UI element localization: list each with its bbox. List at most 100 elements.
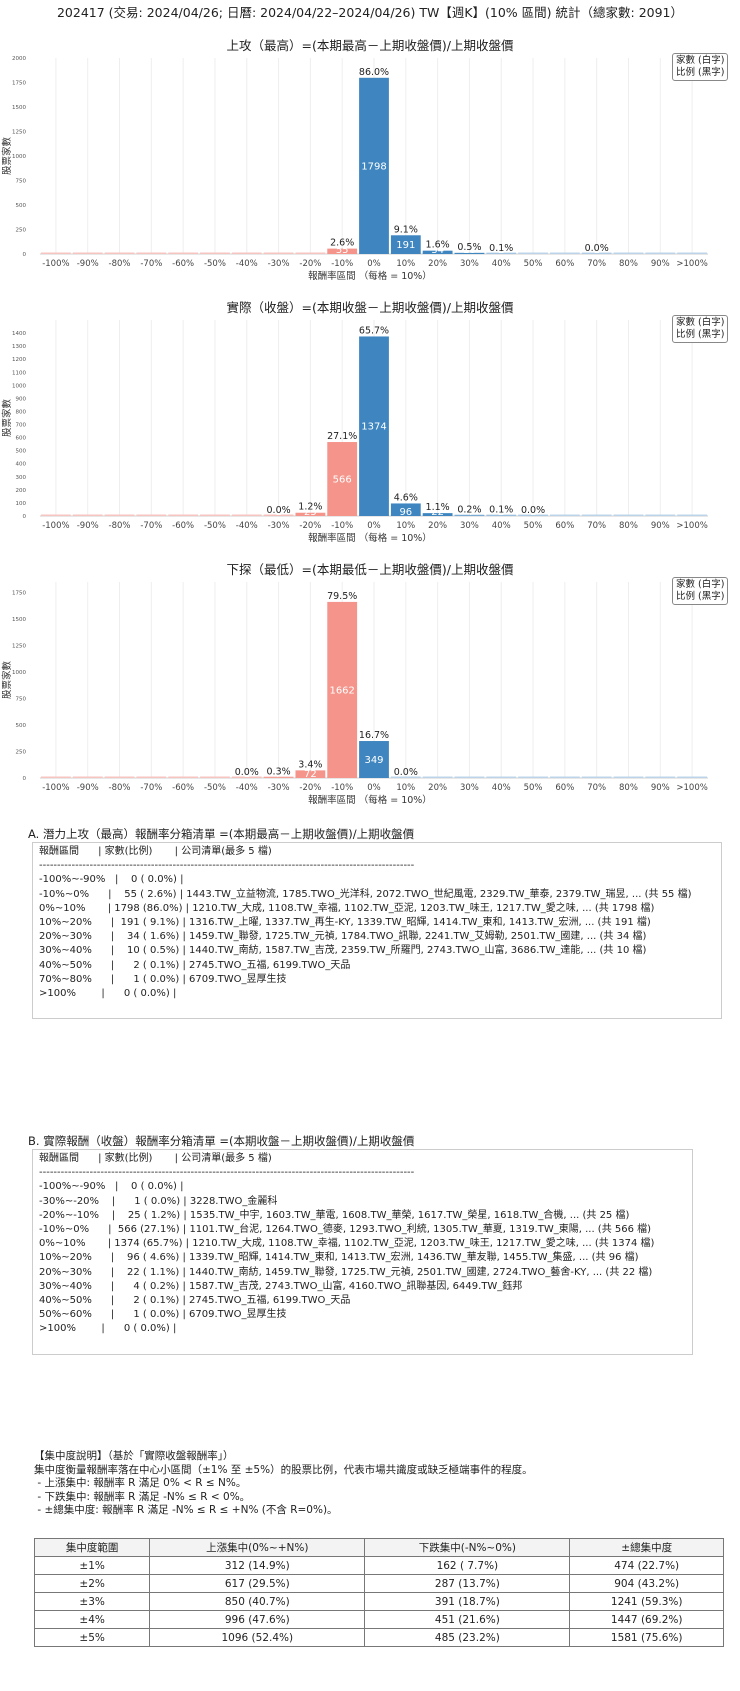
bar-count-label: 1374: [361, 422, 386, 433]
bar-percent-label: 0.1%: [489, 505, 513, 516]
x-tick-label: -10%: [331, 783, 353, 793]
bar-baseline-strip: [200, 514, 230, 516]
bar-10%: [390, 503, 421, 516]
x-tick-label: -70%: [140, 521, 162, 531]
x-tick-label: 30%: [460, 259, 479, 269]
y-tick-label: 0: [23, 776, 27, 782]
note-line: - 下跌集中: 報酬率 R 滿足 -N% ≤ R < 0%。: [34, 1490, 251, 1503]
bar-percent-label: 0.2%: [457, 504, 481, 515]
x-axis-label: 報酬率區間 （每格 = 10%）: [308, 532, 432, 543]
x-tick-label: 70%: [587, 783, 606, 793]
bar-baseline-strip: [613, 514, 644, 516]
x-tick-label: 50%: [524, 521, 543, 531]
bar-baseline-strip: [486, 252, 517, 254]
x-tick-label: -20%: [299, 521, 321, 531]
legend-count-label: 家數 (白字): [676, 317, 725, 328]
y-tick-label: 500: [16, 449, 27, 455]
table-cell: ±5%: [33, 1628, 151, 1647]
bar-baseline-strip: [41, 776, 71, 778]
bar-baseline-strip: [72, 514, 103, 516]
legend-ratio-label: 比例 (黑字): [676, 67, 725, 78]
x-tick-label: 20%: [428, 259, 447, 269]
section-a-title: A. 潛力上攻（最高）報酬率分箱清單 =(本期最高－上期收盤價)/上期收盤價: [28, 827, 415, 841]
chart-legend: 家數 (白字) 比例 (黑字): [672, 315, 729, 343]
bar-percent-label: 27.1%: [327, 431, 357, 442]
x-tick-label: 80%: [619, 783, 638, 793]
list-line: -100%~-90% | 0 ( 0.0%) |: [39, 1181, 184, 1193]
bar-baseline-strip: [422, 776, 453, 778]
x-tick-label: -50%: [204, 783, 226, 793]
table-cell: 312 (14.9%): [149, 1556, 366, 1575]
bar-count-label: 191: [396, 240, 415, 251]
x-tick-label: -90%: [77, 259, 99, 269]
x-tick-label: -90%: [77, 521, 99, 531]
x-tick-label: -70%: [140, 783, 162, 793]
y-tick-label: 600: [16, 436, 27, 442]
x-tick-label: 70%: [587, 521, 606, 531]
bar-20%: [422, 250, 453, 254]
bar-count-label: 72: [304, 769, 317, 780]
bar-baseline-strip: [613, 776, 644, 778]
chart-upside-high: 上攻（最高）=(本期最高－上期收盤價)/上期收盤價 0 250 500 750 1000 1…: [1, 38, 708, 281]
note-line: - ±總集中度: 報酬率 R 滿足 -N% ≤ R ≤ +N% (不含 R=0%…: [34, 1504, 338, 1516]
bar-baseline-strip: [549, 514, 580, 516]
bar-0%: [359, 77, 389, 254]
bar-count-label: 25: [304, 507, 317, 518]
x-tick-label: -30%: [268, 783, 290, 793]
x-tick-label: 60%: [555, 259, 574, 269]
x-tick-label: -100%: [42, 259, 69, 269]
list-line: 0%~10% | 1798 (86.0%) | 1210.TW_大成, 1108…: [39, 902, 655, 914]
x-tick-label: 10%: [396, 521, 415, 531]
bar-baseline-strip: [549, 776, 580, 778]
bar-count-label: 4: [466, 507, 472, 518]
bar-baseline-strip: [168, 776, 199, 778]
bar-30%: [454, 253, 485, 254]
x-axis-label: 報酬率區間 （每格 = 10%）: [308, 270, 432, 281]
bar-count-label: 1: [530, 507, 536, 518]
x-tick-label: 0%: [367, 783, 381, 793]
bar--10%: [327, 442, 358, 516]
x-tick-label: 90%: [651, 259, 670, 269]
bar-baseline-strip: [645, 252, 676, 254]
x-tick-label: 30%: [460, 521, 479, 531]
bar-percent-label: 0.5%: [457, 242, 481, 253]
bar-percent-label: 4.6%: [394, 492, 418, 503]
bar--20%: [295, 770, 326, 778]
bar-baseline-strip: [41, 252, 71, 254]
bar-count-label: 1: [275, 507, 281, 518]
y-tick-label: 500: [16, 203, 27, 209]
y-tick-label: 200: [16, 488, 27, 494]
x-tick-label: -80%: [109, 521, 131, 531]
x-tick-label: 40%: [492, 521, 511, 531]
bar-count-label: 1798: [361, 161, 386, 172]
bar-baseline-strip: [263, 776, 294, 778]
bar-baseline-strip: [136, 514, 167, 516]
bar-percent-label: 79.5%: [327, 591, 357, 602]
y-tick-label: 1000: [12, 383, 26, 389]
list-line: -100%~-90% | 0 ( 0.0%) |: [39, 874, 184, 886]
x-tick-label: -70%: [140, 259, 162, 269]
table-cell: 617 (29.5%): [149, 1574, 366, 1593]
x-tick-label: -20%: [299, 259, 321, 269]
x-tick-label: -50%: [204, 521, 226, 531]
concentration-table: 集中度範圍 上漲集中(0%~+N%) 下跌集中(-N%~0%) ±總集中度 ±1% 31…: [33, 1538, 724, 1647]
chart-legend: 家數 (白字) 比例 (黑字): [672, 577, 729, 605]
table-row: ±1% 312 (14.9%) 162 ( 7.7%) 474 (22.7%): [33, 1556, 724, 1575]
bar-baseline-strip: [104, 514, 135, 516]
y-tick-label: 750: [16, 179, 27, 185]
x-tick-label: -60%: [172, 521, 194, 531]
list-line: 報酬區間 | 家數(比例) | 公司清單(最多 5 檔): [39, 1153, 272, 1164]
x-tick-label: -80%: [109, 259, 131, 269]
page-title: 202417 (交易: 2024/04/26; 日曆: 2024/04/22–2…: [56, 5, 684, 20]
bar-percent-label: 2.6%: [330, 238, 354, 249]
y-axis-label: 股票家數: [1, 661, 13, 700]
table-cell: 1096 (52.4%): [149, 1628, 366, 1647]
bar-baseline-strip: [231, 514, 262, 516]
table-cell: ±2%: [33, 1574, 151, 1593]
legend-ratio-label: 比例 (黑字): [676, 329, 725, 340]
bar--10%: [327, 601, 358, 778]
x-tick-label: -30%: [268, 259, 290, 269]
x-tick-label: -60%: [172, 259, 194, 269]
x-tick-label: 20%: [428, 783, 447, 793]
bar-baseline-strip: [263, 514, 294, 516]
